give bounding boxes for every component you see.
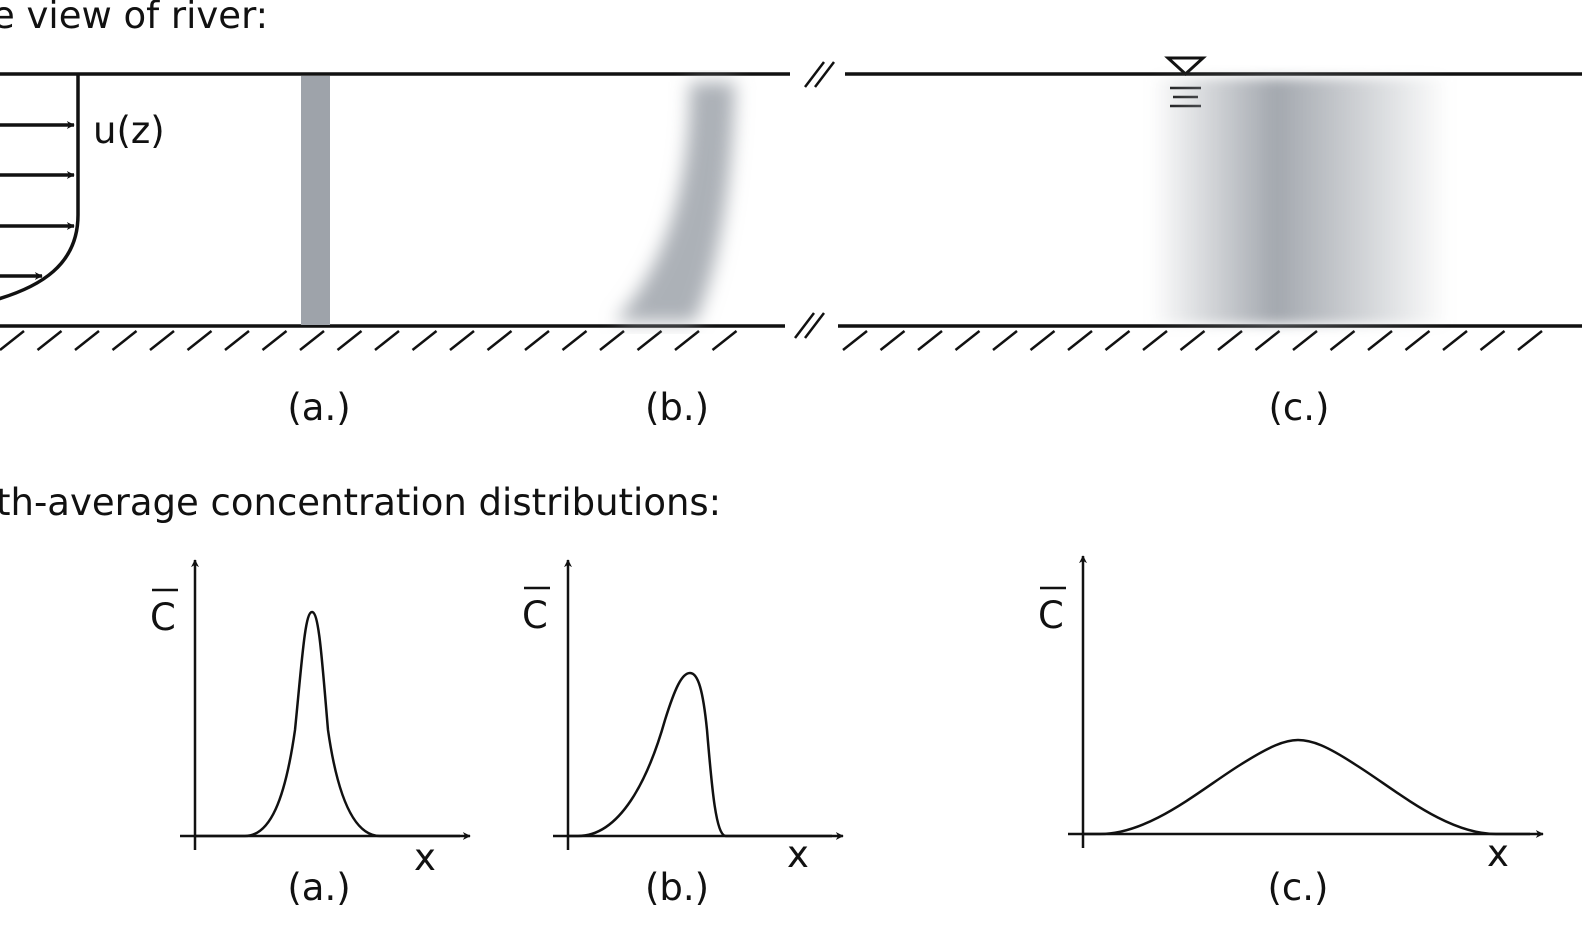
hatch-mark <box>674 330 700 351</box>
hatch-mark <box>1179 330 1206 351</box>
concentration-plot-b: C x (b.) <box>522 559 844 909</box>
plume-a <box>301 76 330 325</box>
hatch-mark <box>149 330 175 351</box>
hatch-mark <box>1292 330 1318 351</box>
break-symbol-bottom <box>794 312 825 339</box>
hatch-mark <box>1254 330 1281 351</box>
hatch-mark <box>842 330 868 351</box>
hatch-mark <box>1404 330 1431 351</box>
hatch-mark <box>1479 330 1506 351</box>
hatch-mark <box>224 330 250 351</box>
hatch-mark <box>636 330 663 351</box>
plot-b-ylabel: C <box>522 594 548 637</box>
top-caption-a: (a.) <box>287 386 350 429</box>
plot-a-ylabel: C <box>150 596 176 639</box>
hatch-mark <box>561 330 588 351</box>
hatch-mark <box>111 330 138 351</box>
plot-c-xlabel: x <box>1487 832 1509 875</box>
hatch-mark <box>1142 330 1168 351</box>
hatch-mark <box>299 330 325 351</box>
top-caption-c: (c.) <box>1269 386 1330 429</box>
hatch-mark <box>1517 330 1543 351</box>
plume-c <box>1150 78 1450 324</box>
hatch-mark <box>374 330 400 351</box>
plot-a-xlabel: x <box>414 836 436 879</box>
river-bed-hatching-left <box>0 330 738 351</box>
hatch-mark <box>524 330 550 351</box>
hatch-mark <box>0 330 25 351</box>
plot-a-caption: (a.) <box>287 866 350 909</box>
plot-b-caption: (b.) <box>645 866 709 909</box>
bottom-section-title: th-average concentration distributions: <box>0 481 721 524</box>
plot-c-caption: (c.) <box>1268 866 1329 909</box>
hatch-mark <box>449 330 475 351</box>
top-caption-b: (b.) <box>645 386 709 429</box>
hatch-mark <box>1329 330 1356 351</box>
hatch-mark <box>992 330 1018 351</box>
hatch-mark <box>36 330 63 351</box>
velocity-label: u(z) <box>93 109 165 152</box>
break-symbol-top <box>804 61 835 88</box>
hatch-mark <box>711 330 738 351</box>
hatch-mark <box>411 330 438 351</box>
hatch-mark <box>1217 330 1243 351</box>
hatch-mark <box>1104 330 1131 351</box>
hatch-mark <box>1442 330 1468 351</box>
curve-a <box>195 610 460 838</box>
concentration-plot-a: C x (a.) <box>150 559 471 909</box>
hatch-mark <box>954 330 981 351</box>
concentration-plot-c: C x (c.) <box>1038 555 1544 909</box>
curve-c <box>1083 738 1530 836</box>
hatch-mark <box>486 330 513 351</box>
hatch-mark <box>1029 330 1056 351</box>
top-section-title: e view of river: <box>0 0 268 37</box>
velocity-profile <box>0 74 80 301</box>
plot-b-xlabel: x <box>787 833 809 876</box>
hatch-mark <box>74 330 100 351</box>
hatch-mark <box>879 330 906 351</box>
plume-b <box>615 82 735 322</box>
hatch-mark <box>1067 330 1093 351</box>
curve-b <box>568 671 832 838</box>
hatch-mark <box>917 330 943 351</box>
hatch-mark <box>186 330 213 351</box>
river-bed-hatching-right <box>842 330 1543 351</box>
hatch-mark <box>1367 330 1393 351</box>
hatch-mark <box>336 330 363 351</box>
plot-c-ylabel: C <box>1038 594 1064 637</box>
hatch-mark <box>261 330 288 351</box>
hatch-mark <box>599 330 625 351</box>
